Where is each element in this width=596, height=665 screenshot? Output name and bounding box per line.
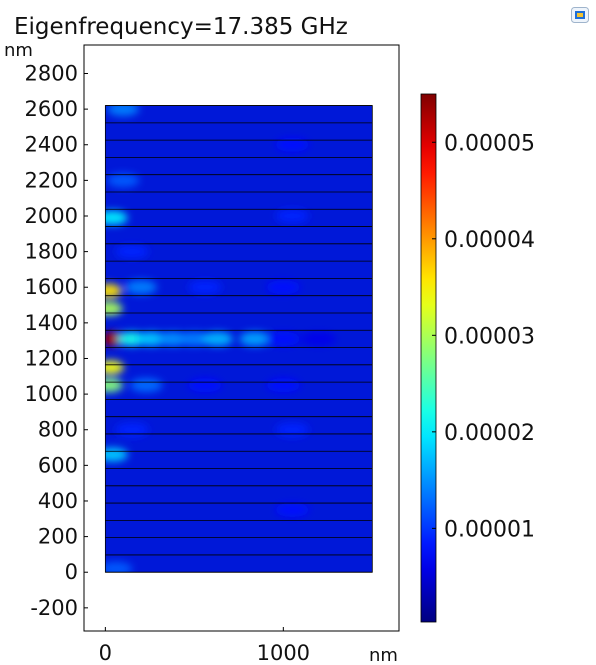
x-axis-ticks: 0 1000 bbox=[99, 627, 310, 665]
y-tick-label: 2400 bbox=[25, 133, 78, 157]
layer-boundaries bbox=[104, 105, 373, 573]
y-tick-label: 2000 bbox=[25, 204, 78, 228]
field-hotspot bbox=[266, 378, 301, 393]
field-hotspot bbox=[106, 173, 140, 188]
field-hotspot bbox=[266, 280, 301, 295]
domain-outline bbox=[104, 105, 373, 573]
y-tick-label: 200 bbox=[38, 525, 78, 549]
field-hotspot bbox=[239, 331, 271, 346]
field-map bbox=[105, 105, 373, 573]
field-hotspot bbox=[115, 244, 149, 259]
field-hotspot bbox=[275, 137, 310, 152]
field-hotspot bbox=[301, 331, 337, 346]
colorbar-tick-label: 0.00001 bbox=[444, 517, 535, 542]
y-tick-label: 1400 bbox=[25, 311, 78, 335]
y-tick-label: 400 bbox=[38, 489, 78, 513]
colorbar-tick-label: 0.00004 bbox=[444, 228, 535, 253]
y-tick-label: 1000 bbox=[25, 382, 78, 406]
y-tick-label: 1600 bbox=[25, 275, 78, 299]
field-hotspot bbox=[124, 280, 157, 295]
field-hotspot bbox=[188, 280, 222, 295]
colorbar-tick-label: 0.00003 bbox=[444, 324, 535, 349]
colorbar-gradient bbox=[420, 93, 437, 623]
y-tick-label: 2200 bbox=[25, 168, 78, 192]
colorbar: 0.00001 0.00002 0.00003 0.00004 0.00005 bbox=[420, 93, 535, 623]
y-tick-label: 1800 bbox=[25, 240, 78, 264]
field-hotspot bbox=[105, 301, 123, 316]
y-tick-label: 2800 bbox=[25, 61, 78, 85]
field-hotspot bbox=[105, 561, 133, 573]
image-export-icon[interactable] bbox=[570, 6, 590, 24]
field-hotspot bbox=[178, 331, 211, 346]
y-tick-label: 0 bbox=[65, 560, 78, 584]
field-hotspot bbox=[105, 210, 128, 225]
y-tick-label: 600 bbox=[38, 453, 78, 477]
field-hotspot bbox=[107, 105, 140, 117]
x-tick-label: 1000 bbox=[257, 641, 310, 665]
field-hotspot bbox=[275, 422, 309, 437]
y-axis-ticks: -200 0 200 400 600 800 1000 1200 1400 1600 1800 200… bbox=[25, 61, 88, 620]
field-hotspot bbox=[130, 378, 163, 393]
colorbar-tick-label: 0.00002 bbox=[444, 421, 535, 446]
field-hotspot bbox=[105, 331, 123, 346]
y-tick-label: 2600 bbox=[25, 97, 78, 121]
x-tick-label: 0 bbox=[99, 641, 112, 665]
field-hotspot bbox=[275, 208, 309, 223]
y-tick-label: 1200 bbox=[25, 346, 78, 370]
field-hotspot bbox=[115, 422, 149, 437]
field-hotspot bbox=[105, 283, 122, 298]
y-tick-label: 800 bbox=[38, 418, 78, 442]
field-hotspot bbox=[266, 331, 301, 346]
field-hotspot bbox=[201, 331, 234, 346]
y-tick-label: -200 bbox=[30, 596, 78, 620]
colorbar-tick-label: 0.00005 bbox=[444, 131, 535, 156]
chart-title: Eigenfrequency=17.385 GHz bbox=[14, 14, 348, 40]
field-hotspot bbox=[275, 502, 310, 517]
field-hotspot bbox=[105, 360, 124, 375]
field-hotspot bbox=[188, 378, 222, 393]
y-axis-unit-label: nm bbox=[4, 40, 33, 61]
x-axis-unit-label: nm bbox=[369, 645, 398, 665]
